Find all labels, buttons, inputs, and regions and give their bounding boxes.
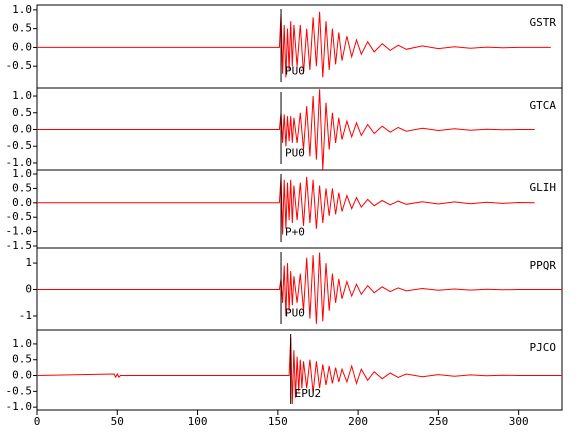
- y-tick-label: -0.5: [6, 59, 33, 72]
- trace: [37, 11, 551, 78]
- panel-frame: [36, 329, 563, 411]
- station-name: GTCA: [530, 99, 557, 112]
- y-tick-label: 0.0: [12, 40, 32, 53]
- y-tick-label: 0.5: [12, 353, 32, 366]
- trace: [37, 252, 562, 324]
- x-tick-label: 50: [111, 415, 124, 428]
- x-tick-label: 150: [268, 415, 288, 428]
- station-name: GSTR: [530, 16, 557, 29]
- y-tick-label: -1.5: [6, 239, 33, 252]
- pick-label: PU0: [285, 64, 305, 77]
- y-tick-label: -0.5: [6, 384, 33, 397]
- y-tick-label: 0.0: [12, 123, 32, 136]
- y-tick-label: 0.0: [12, 369, 32, 382]
- y-tick-label: -1.0: [6, 225, 33, 238]
- x-tick-label: 250: [428, 415, 448, 428]
- trace: [36, 337, 562, 405]
- y-tick-label: 1.0: [12, 337, 32, 350]
- y-tick-label: 0.0: [12, 196, 32, 209]
- y-tick-label: -1.0: [6, 400, 33, 413]
- y-tick-label: 0.5: [12, 22, 32, 35]
- pick-label: EPU2: [295, 387, 322, 400]
- y-tick-label: 1.0: [12, 167, 32, 180]
- trace: [37, 176, 535, 235]
- y-tick-label: -0.5: [6, 210, 33, 223]
- y-tick-label: 0.5: [12, 106, 32, 119]
- trace: [37, 89, 535, 170]
- y-tick-label: 1: [25, 256, 32, 269]
- x-tick-label: 100: [188, 415, 208, 428]
- pick-label: PU0: [285, 147, 305, 160]
- y-tick-label: 1.0: [12, 3, 32, 16]
- y-tick-label: -1.0: [6, 156, 33, 169]
- x-tick-label: 300: [509, 415, 529, 428]
- pick-label: P+0: [285, 225, 305, 238]
- station-name: PJCO: [530, 341, 557, 354]
- pick-label: PU0: [285, 307, 305, 320]
- y-tick-label: -1: [19, 309, 32, 322]
- station-name: PPQR: [530, 259, 557, 272]
- y-tick-label: 0.5: [12, 181, 32, 194]
- station-name: GLIH: [530, 181, 557, 194]
- y-tick-label: -0.5: [6, 139, 33, 152]
- y-tick-label: 1.0: [12, 89, 32, 102]
- x-tick-label: 200: [348, 415, 368, 428]
- x-tick-label: 0: [34, 415, 41, 428]
- y-tick-label: 0: [25, 283, 32, 296]
